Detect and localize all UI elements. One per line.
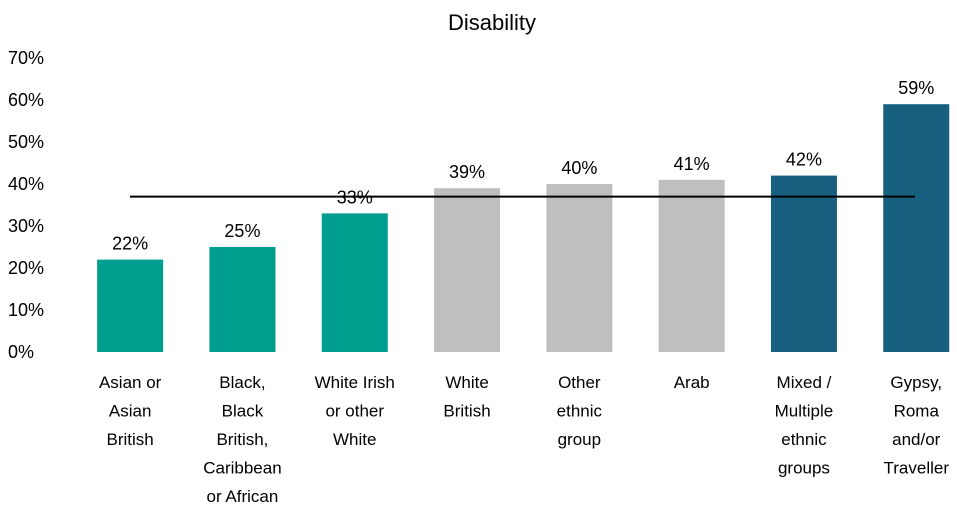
x-category-label: Black, Black British, Caribbean or African — [203, 373, 281, 506]
data-labels: 22%25%33%39% 40% 41% 42%59% — [112, 78, 934, 253]
y-axis: 0% 10% 20% 30% 40% 50% 60% 70% — [8, 48, 44, 362]
chart-title: Disability — [448, 10, 536, 35]
x-category-label: Other ethnic group — [557, 373, 603, 449]
y-tick-label: 20% — [8, 258, 44, 278]
y-tick-label: 40% — [8, 174, 44, 194]
bar — [658, 179, 725, 352]
x-category-label: Gypsy, Roma and/or Traveller — [884, 373, 950, 478]
x-category-label: White British — [443, 373, 490, 421]
data-label: 25% — [224, 221, 260, 241]
x-category-label: Mixed / Multiple ethnic groups — [775, 373, 834, 478]
y-tick-label: 50% — [8, 132, 44, 152]
y-tick-label: 10% — [8, 300, 44, 320]
bar — [209, 247, 276, 352]
y-tick-label: 60% — [8, 90, 44, 110]
x-axis-labels: Asian or Asian British Black, Black British, C… — [99, 373, 949, 506]
data-label: 39% — [449, 162, 485, 182]
bar — [883, 104, 950, 352]
y-tick-label: 0% — [8, 342, 34, 362]
bar — [434, 188, 501, 352]
y-tick-label: 70% — [8, 48, 44, 68]
bars — [97, 104, 950, 352]
bar — [97, 259, 164, 352]
data-label: 41% — [674, 154, 710, 174]
data-label: 59% — [898, 78, 934, 98]
x-category-label: White Irish or other White — [315, 373, 395, 449]
data-label: 40% — [561, 158, 597, 178]
bar — [321, 213, 388, 352]
data-label: 22% — [112, 234, 148, 254]
y-tick-label: 30% — [8, 216, 44, 236]
x-category-label: Asian or Asian British — [99, 373, 162, 449]
data-label: 42% — [786, 150, 822, 170]
bar — [546, 184, 613, 352]
bar — [770, 175, 837, 352]
x-category-label: Arab — [674, 373, 710, 392]
